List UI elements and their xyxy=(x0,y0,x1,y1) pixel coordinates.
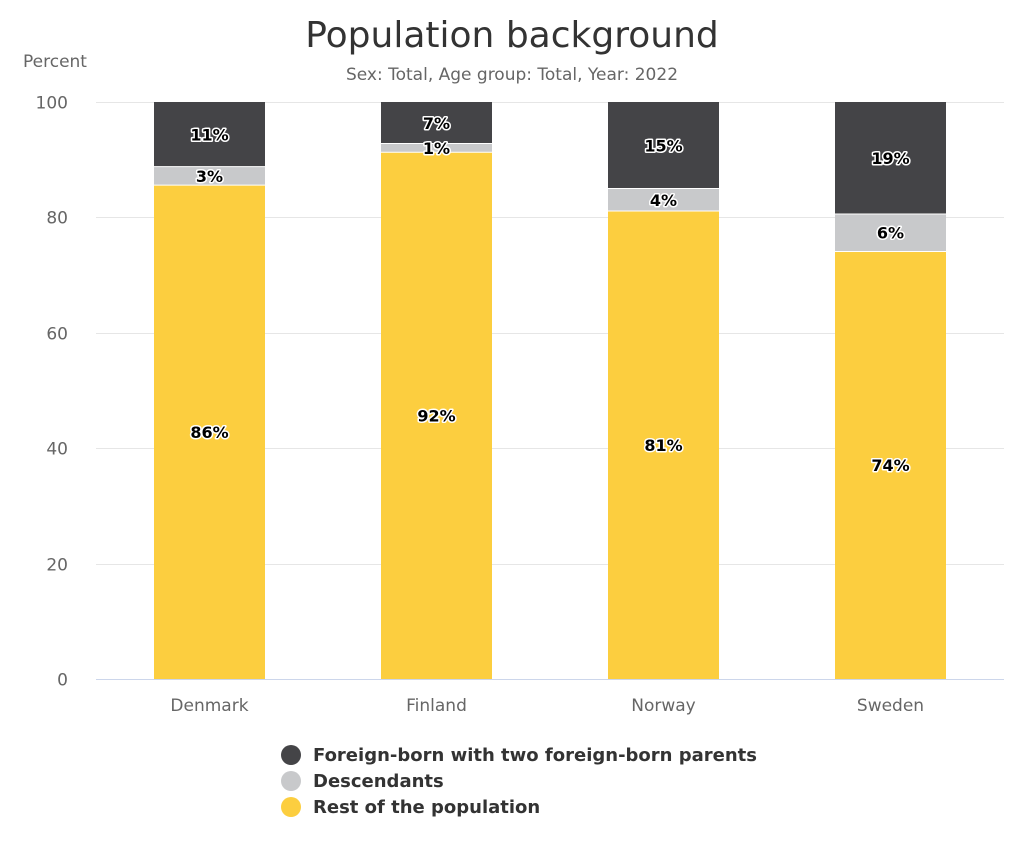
legend-item-foreign-born-with-two-foreign-born-parents[interactable]: Foreign-born with two foreign-born paren… xyxy=(281,745,757,766)
data-label-foreign-born-with-two-foreign-born-parents-sweden: 19% xyxy=(871,149,909,168)
y-tick-label: 20 xyxy=(46,556,68,576)
data-label-foreign-born-with-two-foreign-born-parents-norway: 15% xyxy=(644,136,682,155)
bar-foreign-born-with-two-foreign-born-parents-finland xyxy=(381,102,492,144)
legend-marker-rest-of-the-population xyxy=(281,797,301,817)
y-axis-ticks: 0 20 40 60 80 100 xyxy=(36,94,68,691)
data-label-descendants-denmark: 3% xyxy=(196,167,223,186)
y-tick-label: 40 xyxy=(46,440,68,460)
x-tick-label-denmark: Denmark xyxy=(170,696,248,716)
bar-descendants-sweden xyxy=(835,213,946,252)
chart-subtitle: Sex: Total, Age group: Total, Year: 2022 xyxy=(346,65,678,85)
bar-descendants-finland xyxy=(381,143,492,153)
bar-rest-of-the-population-finland xyxy=(381,152,492,680)
y-tick-label: 0 xyxy=(57,671,68,691)
legend-item-rest-of-the-population[interactable]: Rest of the population xyxy=(281,797,540,818)
bar-foreign-born-with-two-foreign-born-parents-sweden xyxy=(835,102,946,214)
data-label-rest-of-the-population-sweden: 74% xyxy=(871,456,909,475)
x-tick-label-finland: Finland xyxy=(406,696,467,716)
bar-descendants-norway xyxy=(608,188,719,212)
y-axis-title: Percent xyxy=(23,52,87,72)
bar-rest-of-the-population-denmark xyxy=(154,185,265,679)
y-tick-label: 80 xyxy=(46,209,68,229)
data-label-descendants-sweden: 6% xyxy=(877,224,904,243)
x-axis-ticks: Denmark Finland Norway Sweden xyxy=(170,696,924,716)
legend-label-rest-of-the-population: Rest of the population xyxy=(313,797,540,818)
chart-title: Population background xyxy=(305,15,719,56)
data-label-rest-of-the-population-norway: 81% xyxy=(644,436,682,455)
legend-item-descendants[interactable]: Descendants xyxy=(281,771,444,792)
data-labels: 86% 3% 11% 92% 1% 7% 81% 4% 15% 74% 6% 19% xyxy=(189,112,911,476)
legend-marker-descendants xyxy=(281,771,301,791)
bar-rest-of-the-population-norway xyxy=(608,211,719,680)
legend-label-foreign-born-with-two-foreign-born-parents: Foreign-born with two foreign-born paren… xyxy=(313,745,757,766)
x-tick-label-sweden: Sweden xyxy=(857,696,924,716)
bar-foreign-born-with-two-foreign-born-parents-denmark xyxy=(154,102,265,167)
legend-marker-foreign-born-with-two-foreign-born-parents xyxy=(281,745,301,765)
data-label-descendants-finland: 1% xyxy=(423,139,450,158)
bar-foreign-born-with-two-foreign-born-parents-norway xyxy=(608,102,719,189)
y-tick-label: 100 xyxy=(36,94,68,114)
data-label-foreign-born-with-two-foreign-born-parents-denmark: 11% xyxy=(190,125,228,144)
legend-label-descendants: Descendants xyxy=(313,771,444,792)
bar-rest-of-the-population-sweden xyxy=(835,251,946,679)
data-label-foreign-born-with-two-foreign-born-parents-finland: 7% xyxy=(423,114,450,133)
legend: Foreign-born with two foreign-born paren… xyxy=(281,745,757,818)
data-label-rest-of-the-population-denmark: 86% xyxy=(190,423,228,442)
bar-series xyxy=(154,102,946,680)
x-tick-label-norway: Norway xyxy=(631,696,696,716)
data-label-descendants-norway: 4% xyxy=(650,191,677,210)
y-tick-label: 60 xyxy=(46,325,68,345)
data-label-rest-of-the-population-finland: 92% xyxy=(417,407,455,426)
bar-descendants-denmark xyxy=(154,166,265,186)
